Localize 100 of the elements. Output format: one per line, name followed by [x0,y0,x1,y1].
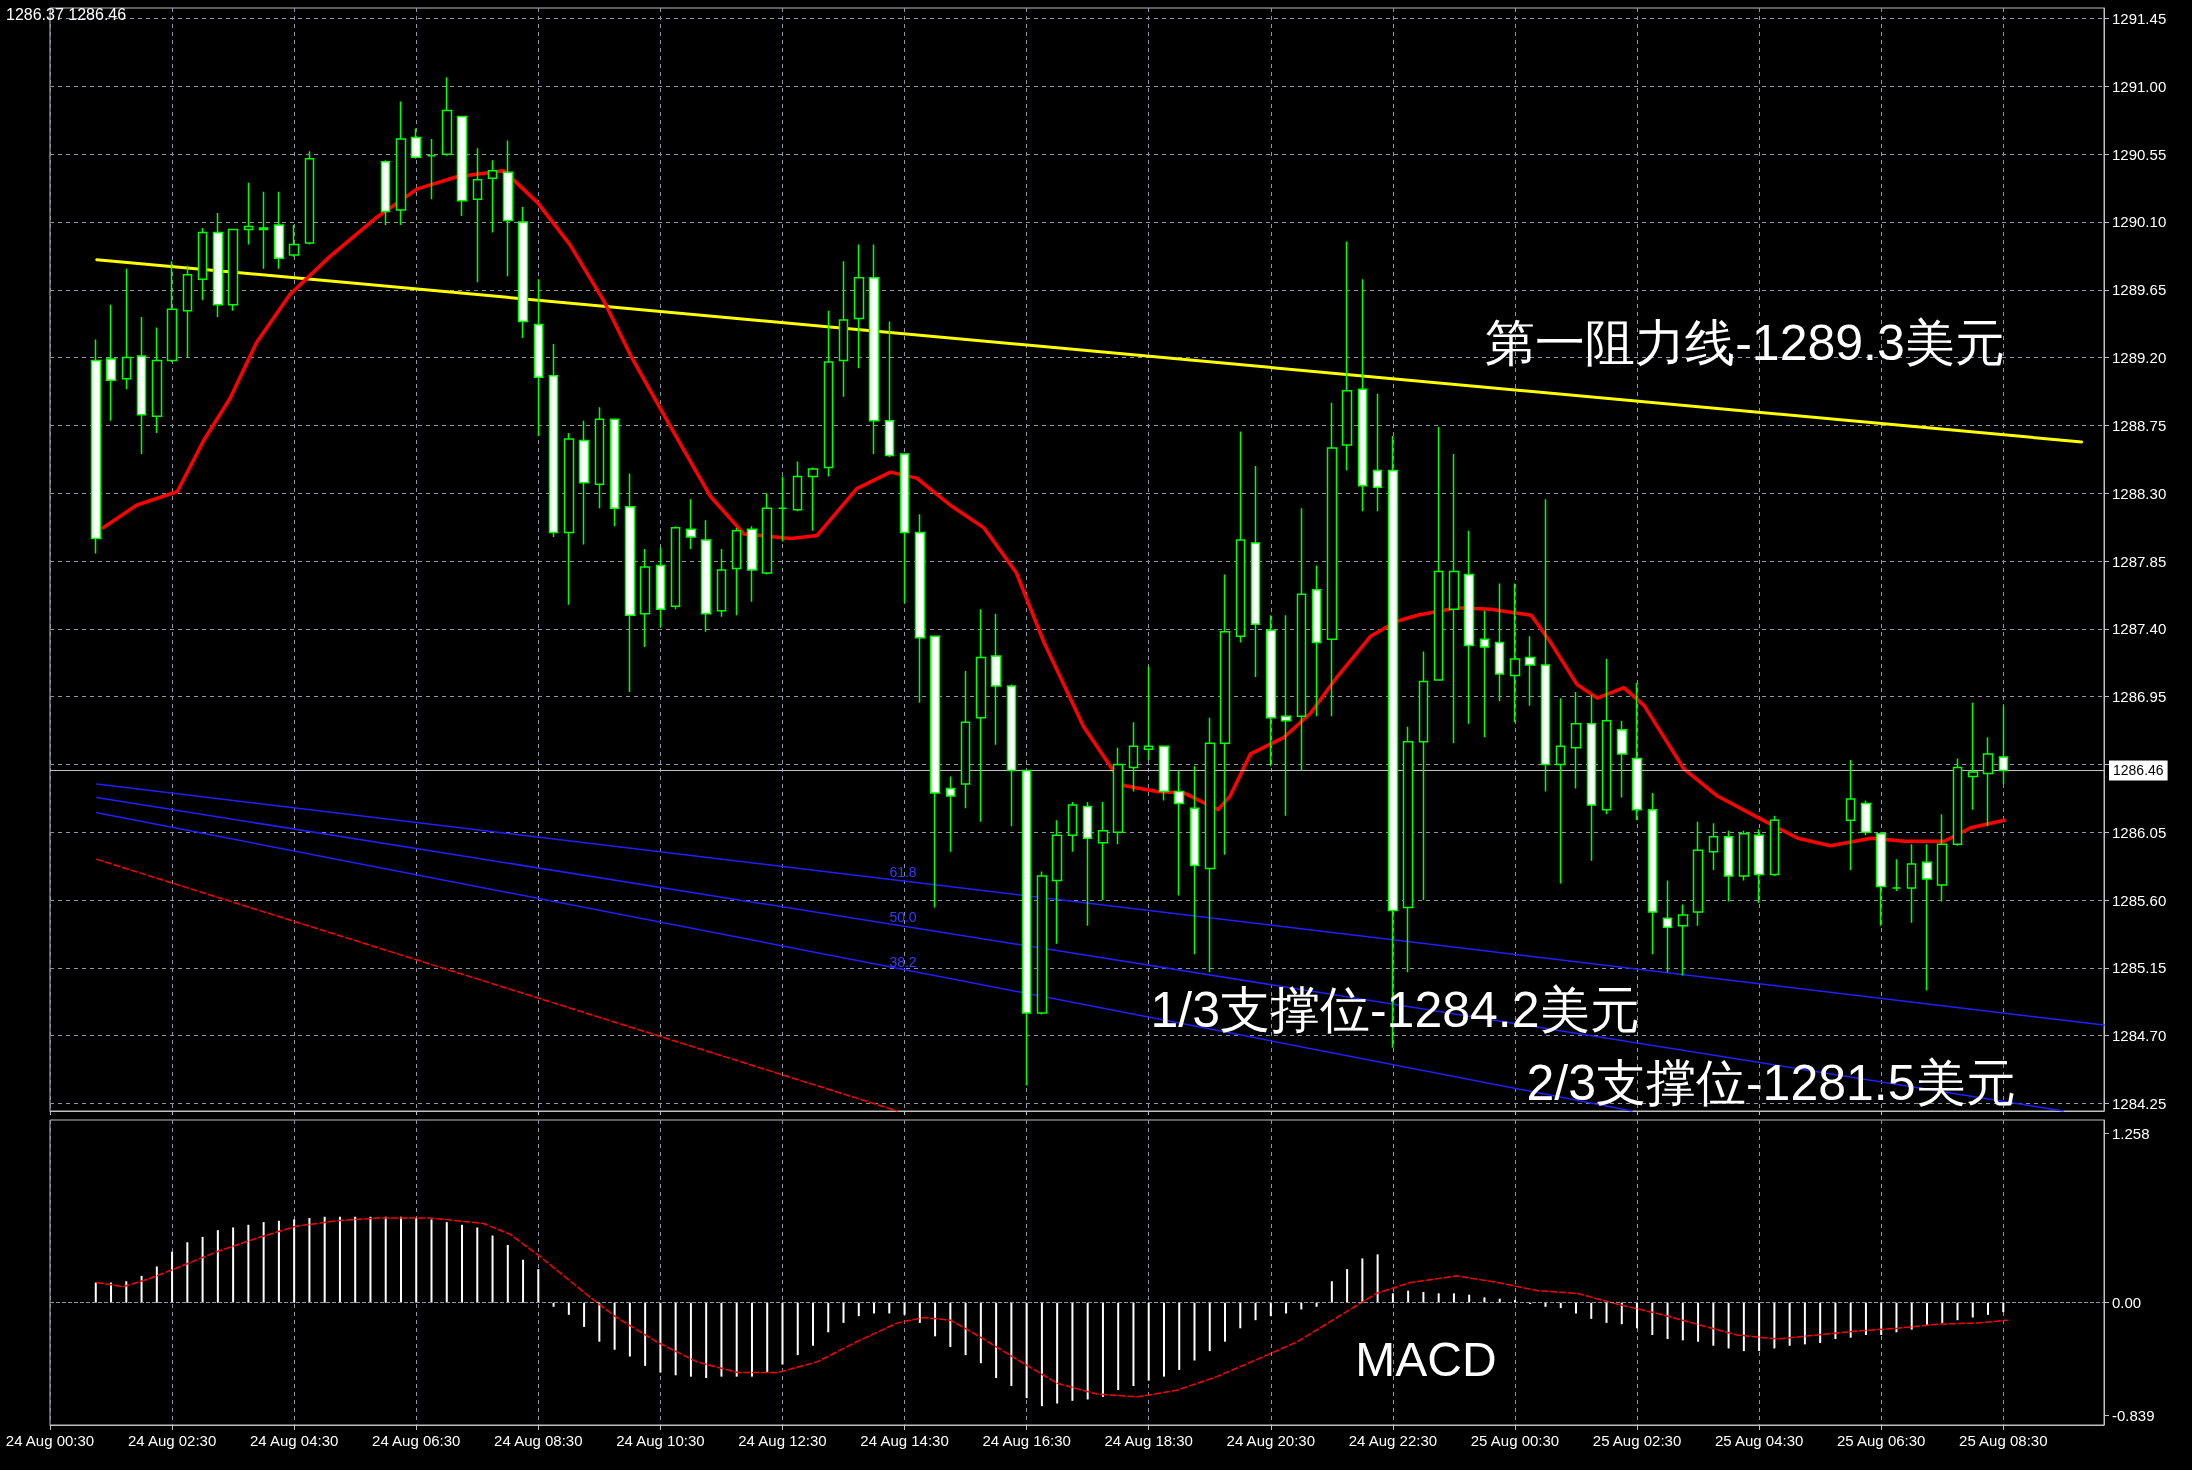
candlestick [639,548,651,648]
y-tick-label: 1288.30 [2112,484,2167,502]
candlestick [1570,691,1582,790]
y-tick-label: 1288.75 [2112,416,2167,434]
bar [1178,1302,1181,1370]
candlestick [1173,769,1185,897]
bar [186,1242,189,1303]
bar [1162,1302,1165,1377]
candlestick [578,420,590,546]
x-tick-label: 24 Aug 04:30 [249,1432,339,1449]
bar [613,1302,616,1350]
bar [1956,1302,1959,1321]
candlestick [563,432,575,606]
candlestick [1036,870,1048,1016]
y-tick-label: 1284.70 [2112,1027,2167,1045]
y-tick-label: 1289.65 [2112,281,2167,299]
bar [842,1302,845,1323]
x-tick-label: 25 Aug 02:30 [1592,1432,1682,1449]
bar [125,1281,128,1303]
bar [812,1302,814,1346]
candlestick [731,527,742,616]
bar [1117,1302,1120,1391]
bar [1010,1302,1013,1387]
candlestick [1708,822,1719,871]
candlestick [1097,801,1109,901]
bar [1086,1302,1089,1400]
candlestick [1402,726,1414,974]
bar [1742,1302,1745,1352]
x-tick-label: 25 Aug 06:30 [1836,1432,1926,1449]
candlestick [670,525,681,610]
bar [720,1302,723,1377]
candlestick [1509,582,1521,723]
bar [445,1222,448,1303]
bar [1346,1269,1349,1303]
candlestick [1494,582,1505,702]
candlestick [1631,682,1643,821]
bar [277,1220,280,1303]
x-tick-label: 24 Aug 02:30 [127,1432,217,1449]
bar [552,1302,555,1307]
bar [232,1227,235,1303]
bar [1590,1302,1593,1319]
candlestick [1418,650,1429,901]
bar [94,1282,97,1303]
candlestick [1189,765,1200,956]
candlestick [700,519,712,633]
bar [1910,1302,1913,1330]
candlestick [1112,747,1124,846]
candlestick [395,100,407,226]
y-tick-label: 1289.20 [2112,349,2167,367]
bar [216,1230,219,1303]
candlestick [1769,814,1780,877]
candlestick [1723,829,1734,903]
y-tick-label: 1.258 [2112,1125,2150,1143]
candlestick [426,138,437,201]
bar [1880,1302,1883,1335]
bar [949,1302,952,1348]
candlestick [1326,402,1338,717]
bar [995,1302,998,1378]
candlestick [899,453,910,604]
bar [1681,1302,1684,1341]
candlestick [1204,716,1216,974]
annotation: 50.0 [889,909,917,925]
candlestick [960,670,971,809]
candlestick [410,127,422,160]
candlestick [548,343,559,538]
candlestick [380,159,391,226]
x-tick-label: 24 Aug 12:30 [738,1432,827,1449]
annotation: 第一阻力线-1289.3美元 [1485,315,2005,371]
candlestick [990,613,1002,746]
bar [979,1302,982,1364]
candlestick [441,76,453,157]
bar [1315,1302,1318,1307]
candlestick [1341,240,1353,472]
bar [659,1302,662,1373]
candlestick [868,243,880,455]
ref-line-label: 1286.46 [2113,762,2164,779]
candlestick [1082,801,1093,927]
candlestick [1677,903,1689,977]
bar [155,1266,158,1303]
bar [1544,1302,1547,1307]
bar [262,1222,265,1303]
x-tick-label: 24 Aug 06:30 [372,1432,461,1449]
candlestick [1463,530,1475,725]
bar [1040,1302,1043,1407]
x-tick-label: 24 Aug 20:30 [1226,1432,1316,1449]
bar [1895,1302,1898,1333]
y-tick-label: 1285.15 [2112,959,2167,977]
bar [1712,1302,1715,1346]
candlestick [609,418,620,528]
candlestick [884,320,895,458]
x-tick-label: 24 Aug 08:30 [494,1432,583,1449]
y-tick-label: 1287.40 [2112,620,2167,638]
candlestick [1250,465,1261,678]
bar [1651,1302,1654,1335]
candlestick [1601,658,1612,815]
bar [369,1216,372,1303]
candlestick [914,513,926,704]
annotation: 61.8 [889,864,917,880]
bar [705,1302,708,1378]
candlestick [1006,683,1017,827]
